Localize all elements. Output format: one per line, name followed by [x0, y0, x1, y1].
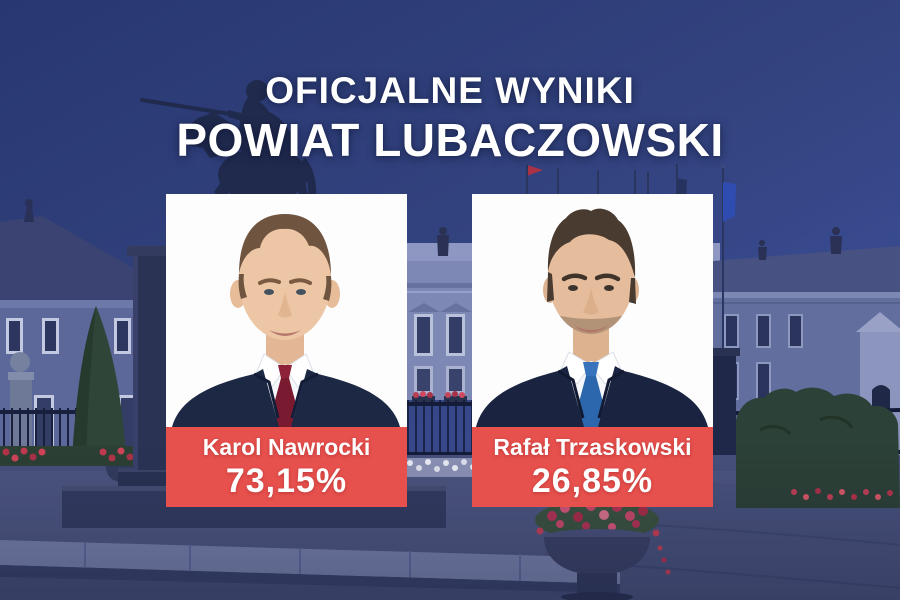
- candidate-card-trzaskowski: Rafał Trzaskowski 26,85%: [472, 194, 713, 507]
- roof-statue: [437, 227, 449, 256]
- candidate-photo-nawrocki: [166, 194, 407, 427]
- candidate-name-nawrocki: Karol Nawrocki: [202, 434, 371, 460]
- candidate-card-nawrocki: Karol Nawrocki 73,15%: [166, 194, 407, 507]
- title-block: OFICJALNE WYNIKI POWIAT LUBACZOWSKI: [0, 70, 900, 166]
- title-district-name: POWIAT LUBACZOWSKI: [176, 113, 724, 166]
- title-official-results: OFICJALNE WYNIKI: [265, 70, 635, 111]
- candidate-percent-trzaskowski: 26,85%: [531, 461, 654, 500]
- palace-left: [0, 199, 242, 465]
- candidate-photo-trzaskowski: [472, 194, 713, 427]
- vignette: [0, 440, 900, 600]
- portrait-rafal-trzaskowski: [472, 194, 713, 427]
- eu-flag: [723, 182, 736, 222]
- candidate-name-trzaskowski: Rafał Trzaskowski: [493, 434, 692, 460]
- palace-windows: [408, 303, 472, 394]
- portrait-karol-nawrocki: [166, 194, 407, 427]
- roof-statue: [758, 227, 842, 260]
- flagpole-finial: [720, 163, 726, 169]
- candidate-percent-nawrocki: 73,15%: [225, 461, 348, 500]
- result-banner-trzaskowski: Rafał Trzaskowski 26,85%: [472, 427, 713, 507]
- red-pennant: [527, 165, 543, 176]
- result-banner-nawrocki: Karol Nawrocki 73,15%: [166, 427, 407, 507]
